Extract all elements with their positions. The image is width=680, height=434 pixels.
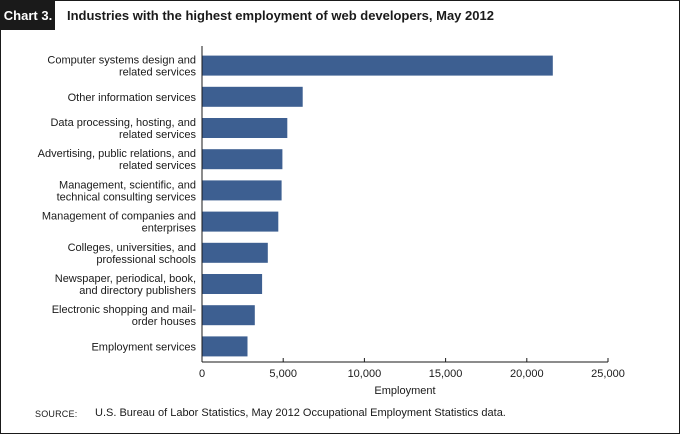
- bar-4: [202, 180, 282, 201]
- source-label: SOURCE:: [35, 409, 78, 419]
- category-label-5: Management of companies and enterprises: [42, 211, 197, 235]
- category-label-2: Data processing, hosting, and related ser…: [50, 117, 196, 141]
- category-label-1: Other information services: [68, 92, 197, 104]
- source-text: U.S. Bureau of Labor Statistics, May 201…: [95, 407, 506, 419]
- x-tick-label-4: 20,000: [510, 368, 544, 380]
- bar-1: [202, 86, 303, 107]
- category-label-7: Newspaper, periodical, book, and director…: [55, 273, 197, 297]
- category-label-0: Computer systems design and related servi…: [47, 55, 196, 79]
- chart-title: Industries with the highest employment o…: [67, 8, 494, 23]
- bar-6: [202, 242, 268, 263]
- category-label-9: Employment services: [91, 341, 196, 353]
- bar-3: [202, 149, 283, 170]
- x-tick-label-5: 25,000: [591, 368, 625, 380]
- category-label-6: Colleges, universities, and professional …: [68, 242, 197, 266]
- bar-9: [202, 336, 248, 357]
- x-tick-label-2: 10,000: [348, 368, 382, 380]
- x-tick-label-0: 0: [199, 368, 205, 380]
- chart-number-label: Chart 3.: [1, 1, 55, 30]
- bar-0: [202, 55, 553, 76]
- x-tick-label-1: 5,000: [269, 368, 297, 380]
- bar-2: [202, 118, 288, 138]
- x-tick-label-3: 15,000: [429, 368, 463, 380]
- x-axis-title: Employment: [374, 385, 435, 397]
- bar-8: [202, 305, 255, 326]
- bar-7: [202, 274, 263, 294]
- category-label-8: Electronic shopping and mail-order house…: [52, 304, 197, 328]
- bar-5: [202, 211, 279, 232]
- category-label-3: Advertising, public relations, and relate…: [38, 148, 197, 172]
- category-label-4: Management, scientific, and technical con…: [57, 179, 197, 203]
